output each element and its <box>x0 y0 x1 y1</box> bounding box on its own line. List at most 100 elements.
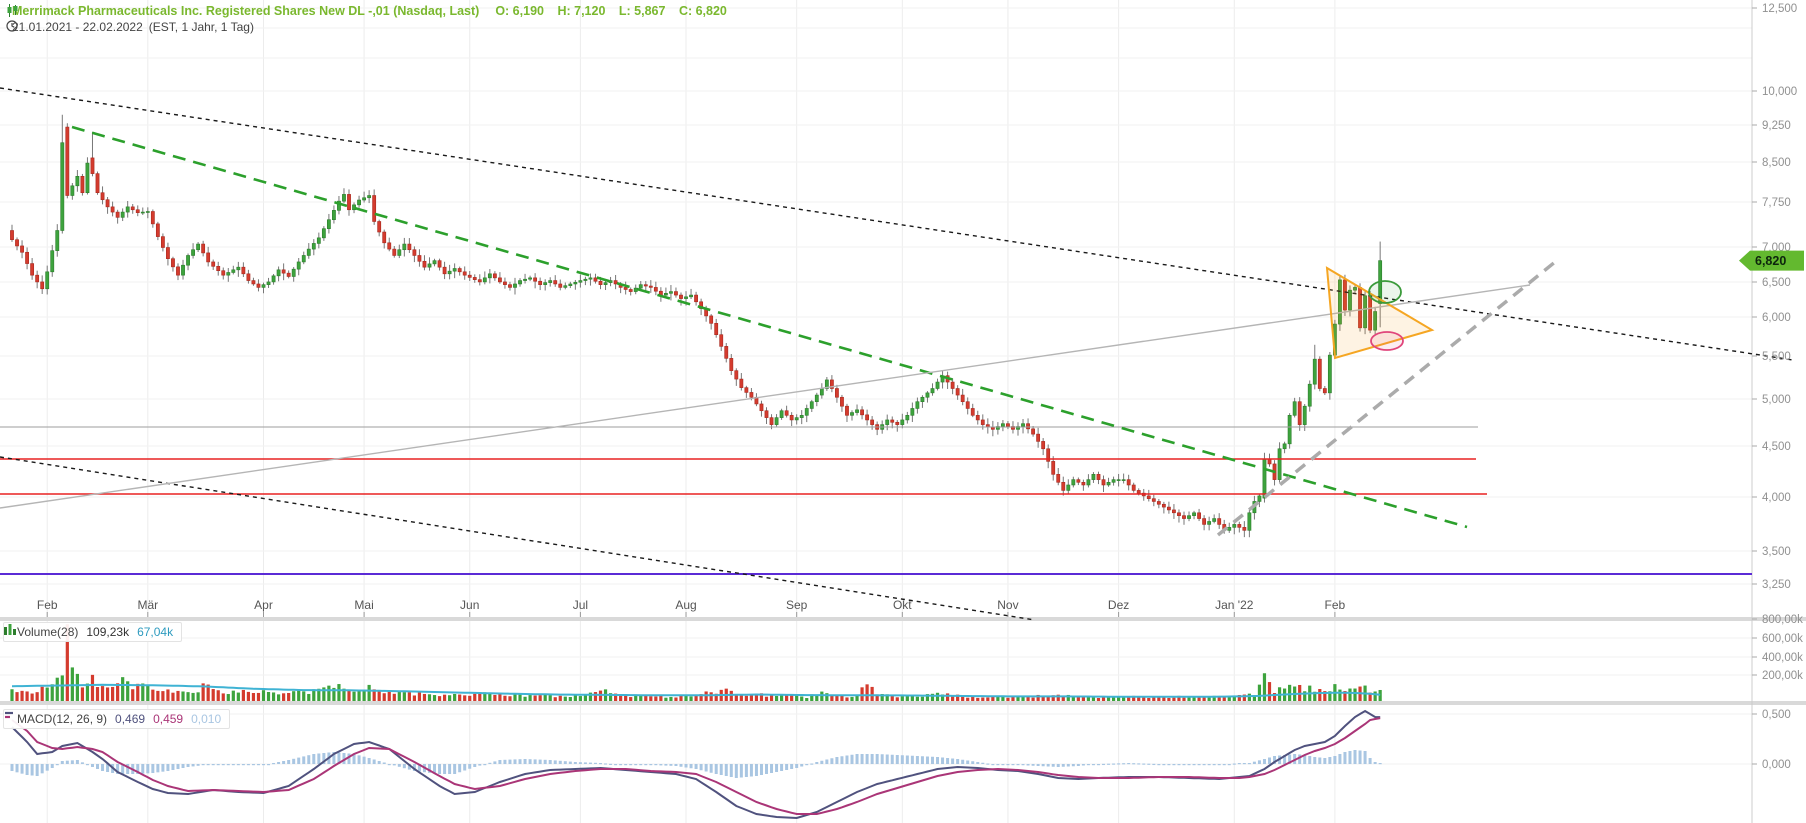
macd-histogram-bar <box>15 764 19 773</box>
pane-separator <box>0 701 1806 705</box>
macd-hist-value: 0,010 <box>191 712 222 726</box>
volume-bar <box>191 692 195 701</box>
volume-bar <box>956 694 960 701</box>
volume-bar <box>518 693 522 701</box>
volume-bar <box>246 691 251 701</box>
volume-bar <box>1122 696 1126 701</box>
candle-body <box>472 277 477 280</box>
volume-bar <box>558 695 562 701</box>
black-dotted-downtrend-lower[interactable] <box>0 456 1036 621</box>
volume-bar <box>1192 696 1196 701</box>
pennant-triangle-annotation[interactable] <box>1325 266 1435 360</box>
candle-body <box>769 417 774 425</box>
volume-bar <box>111 686 115 701</box>
candle-body <box>1031 428 1035 435</box>
gray-thick-dashed-uptrend[interactable] <box>1216 260 1557 537</box>
volume-bar <box>1313 691 1317 701</box>
volume-bar <box>422 693 427 701</box>
macd-histogram-bar <box>1036 764 1040 766</box>
macd-histogram-bar <box>1112 763 1116 765</box>
macd-histogram-bar <box>895 755 899 764</box>
candle-body <box>1217 518 1222 525</box>
macd-indicator-header[interactable]: MACD(12, 26, 9) 0,469 0,459 0,010 <box>3 709 231 729</box>
candle-body <box>1167 506 1171 511</box>
macd-histogram-bar <box>930 756 934 764</box>
macd-histogram-bar <box>1021 764 1025 766</box>
volume-bar <box>860 687 864 701</box>
macd-histogram-bar <box>518 759 522 764</box>
candle-body <box>1207 521 1212 525</box>
ohlc-values: O: 6,190 H: 7,120 L: 5,867 C: 6,820 <box>485 4 727 18</box>
candle-body <box>1036 433 1041 442</box>
macd-histogram-bar <box>101 764 105 771</box>
green-ellipse-annotation[interactable] <box>1368 280 1402 304</box>
candle-body <box>905 415 910 421</box>
open-value: O: 6,190 <box>495 4 544 18</box>
macd-histogram-bar <box>372 759 376 764</box>
macd-histogram-bar <box>136 764 140 774</box>
volume-bar <box>1011 696 1015 701</box>
volume-bar <box>508 696 512 701</box>
macd-histogram-bar <box>503 759 507 764</box>
macd-histogram-bar <box>588 762 592 764</box>
volume-bar <box>840 695 844 701</box>
macd-histogram-bar <box>865 754 869 764</box>
volume-bar <box>654 696 658 701</box>
green-dashed-downtrend[interactable] <box>71 125 1468 529</box>
volume-bar <box>151 689 155 701</box>
candle-body <box>1086 479 1091 486</box>
price-axis-label: 4,000 <box>1762 492 1791 504</box>
candle-body <box>166 247 170 259</box>
candle-body <box>638 284 643 289</box>
candle-body <box>1312 358 1317 385</box>
volume-bar <box>458 694 462 701</box>
macd-histogram-bar <box>523 759 527 764</box>
black-dotted-downtrend-long[interactable] <box>0 87 1794 361</box>
macd-histogram-bar <box>256 764 260 766</box>
volume-bar <box>1061 696 1065 701</box>
macd-histogram-bar <box>936 757 940 764</box>
candle-body <box>845 405 849 416</box>
macd-histogram-bar <box>548 760 552 764</box>
macd-histogram-bar <box>1167 764 1171 766</box>
candle-body <box>840 396 844 407</box>
macd-histogram-bar <box>196 764 200 766</box>
macd-histogram-bar <box>649 764 653 766</box>
volume-bar <box>266 691 271 701</box>
candle-body <box>724 346 729 359</box>
volume-bar <box>669 696 673 701</box>
candle-body <box>1041 441 1046 450</box>
candle-body <box>442 266 447 275</box>
macd-histogram-bar <box>1247 763 1251 765</box>
volume-bar <box>1117 696 1121 701</box>
macd-signal-value: 0,459 <box>153 712 184 726</box>
macd-histogram-bar <box>1313 757 1317 764</box>
candle-body <box>206 252 211 263</box>
gray-rising-support[interactable] <box>0 284 1531 509</box>
month-axis-label: Mai <box>354 598 373 612</box>
candle-body <box>85 162 90 194</box>
volume-bar <box>186 692 190 701</box>
volume-bar <box>588 692 593 701</box>
macd-histogram-bar <box>357 755 361 764</box>
volume-bar <box>845 697 849 701</box>
macd-histogram-bar <box>1328 757 1332 764</box>
candle-body <box>1232 524 1237 528</box>
volume-bar <box>1378 689 1382 701</box>
macd-histogram-bar <box>453 764 457 774</box>
volume-bar <box>749 694 754 701</box>
macd-histogram-bar <box>402 764 406 769</box>
macd-axis-label: 0,000 <box>1762 759 1791 771</box>
pink-ellipse-annotation[interactable] <box>1370 331 1404 351</box>
macd-histogram-bar <box>765 764 768 774</box>
macd-histogram-bar <box>714 764 718 774</box>
candle-body <box>316 237 321 244</box>
volume-bar <box>1318 689 1322 701</box>
candle-body <box>508 284 512 288</box>
volume-indicator-header[interactable]: Volume(28) 109,23k 67,04k <box>3 622 183 642</box>
close-value: C: 6,820 <box>678 4 727 18</box>
macd-histogram-bar <box>50 764 54 768</box>
volume-bar <box>855 695 859 701</box>
